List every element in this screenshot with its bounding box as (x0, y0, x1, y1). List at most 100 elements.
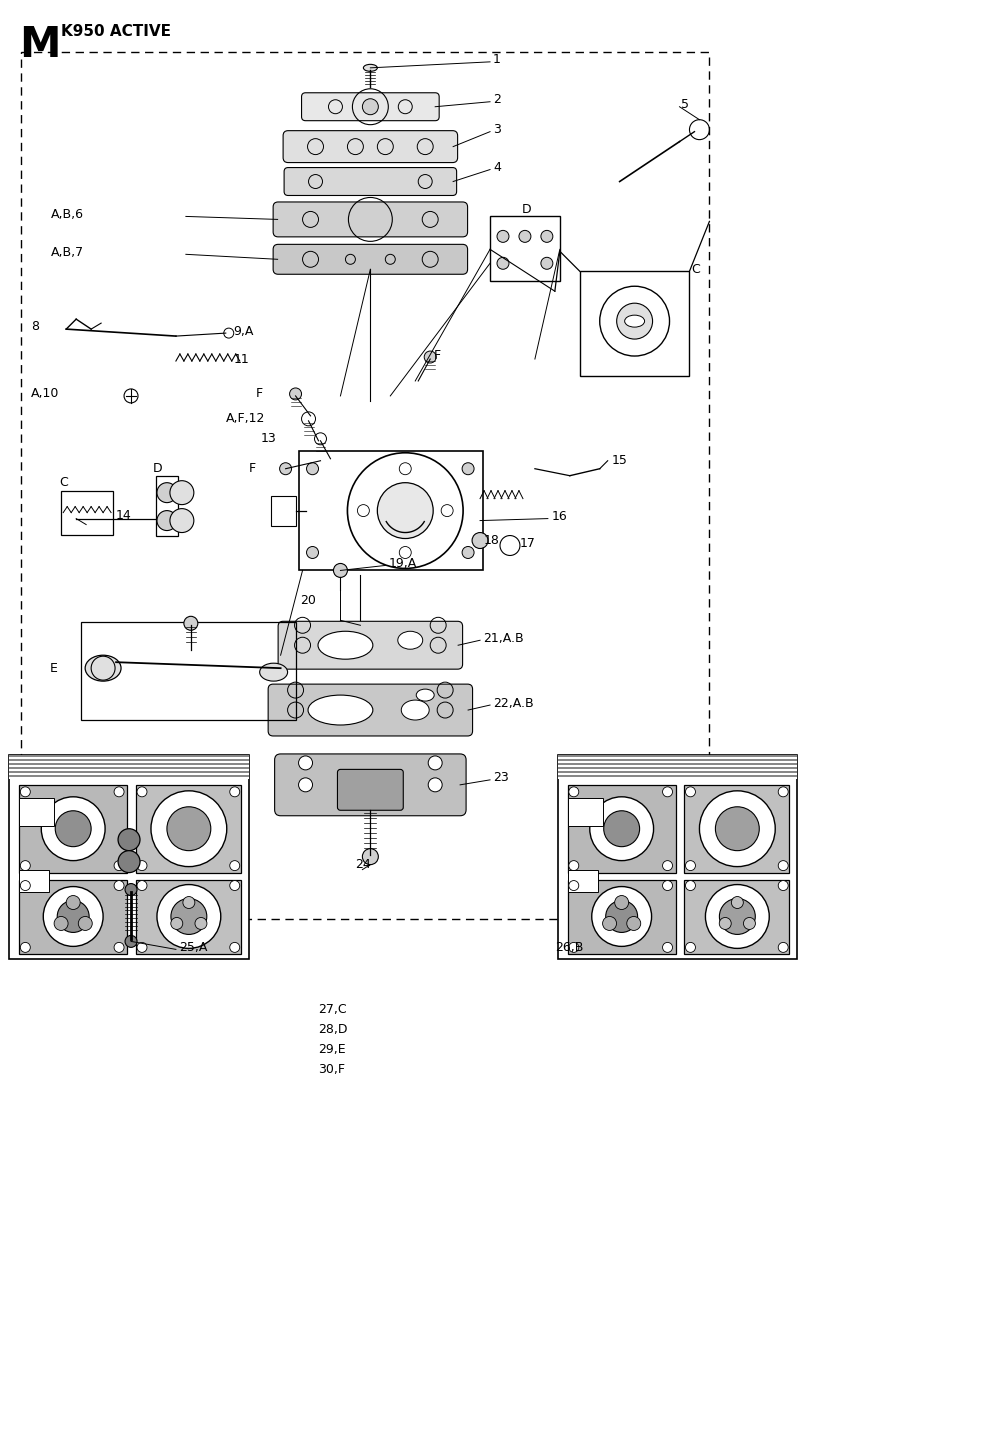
Circle shape (377, 483, 433, 538)
Text: 15: 15 (612, 454, 628, 467)
Text: 26,B: 26,B (555, 941, 583, 954)
Circle shape (603, 917, 617, 930)
Circle shape (715, 806, 759, 851)
Bar (558, 777, 797, 778)
Text: 17: 17 (520, 537, 536, 550)
Bar (19, 870, 49, 892)
Circle shape (778, 787, 788, 797)
Text: 16: 16 (552, 511, 568, 524)
Text: 13: 13 (261, 432, 276, 445)
Text: 14: 14 (116, 509, 132, 522)
Circle shape (541, 230, 553, 243)
Circle shape (151, 792, 227, 867)
Bar (558, 776, 797, 777)
Bar (9, 777, 249, 778)
Bar (21, 52, 709, 920)
Text: E: E (49, 662, 57, 675)
Text: C: C (59, 476, 68, 489)
Ellipse shape (401, 700, 429, 720)
Circle shape (428, 757, 442, 770)
Circle shape (54, 917, 68, 930)
Text: 24: 24 (355, 858, 371, 872)
Bar (558, 771, 797, 773)
Text: A,F,12: A,F,12 (226, 412, 265, 425)
FancyBboxPatch shape (273, 202, 468, 237)
Circle shape (685, 787, 695, 797)
Bar (558, 765, 797, 767)
Bar (9, 767, 249, 768)
Circle shape (338, 778, 352, 792)
Text: 8: 8 (31, 320, 39, 333)
Circle shape (663, 880, 673, 890)
Circle shape (428, 778, 442, 792)
Text: F: F (434, 349, 441, 361)
Circle shape (43, 886, 103, 946)
Bar (9, 771, 249, 773)
Bar (558, 773, 797, 776)
Circle shape (462, 547, 474, 559)
Circle shape (183, 896, 195, 908)
Circle shape (719, 918, 731, 930)
Circle shape (685, 880, 695, 890)
Circle shape (719, 899, 755, 934)
Text: 27,C: 27,C (319, 1002, 347, 1016)
Circle shape (137, 787, 147, 797)
Circle shape (114, 943, 124, 953)
Circle shape (388, 778, 402, 792)
Circle shape (592, 886, 652, 946)
Circle shape (307, 547, 319, 559)
Circle shape (78, 917, 92, 930)
Circle shape (137, 943, 147, 953)
Circle shape (743, 918, 755, 930)
Text: 1: 1 (493, 54, 501, 67)
Bar (299, 451, 483, 570)
Circle shape (299, 757, 313, 770)
Circle shape (124, 388, 138, 403)
Circle shape (685, 860, 695, 870)
Circle shape (731, 896, 743, 908)
Text: K950 ACTIVE: K950 ACTIVE (61, 23, 171, 39)
Circle shape (627, 917, 641, 930)
Circle shape (157, 483, 177, 502)
Circle shape (137, 860, 147, 870)
Circle shape (230, 860, 240, 870)
Bar (558, 761, 797, 762)
Circle shape (114, 787, 124, 797)
Circle shape (280, 463, 292, 474)
Bar (9, 768, 249, 771)
Text: 22,A.B: 22,A.B (493, 697, 534, 710)
Ellipse shape (416, 690, 434, 701)
Circle shape (118, 829, 140, 851)
Text: C: C (691, 263, 700, 276)
Text: 28,D: 28,D (319, 1023, 348, 1036)
Text: A,10: A,10 (31, 387, 60, 400)
Circle shape (362, 99, 378, 115)
Ellipse shape (260, 663, 288, 681)
Bar (19, 880, 127, 954)
Ellipse shape (398, 631, 423, 649)
Circle shape (569, 860, 579, 870)
Text: F: F (256, 387, 263, 400)
Bar (9, 776, 249, 777)
FancyBboxPatch shape (275, 754, 466, 816)
Circle shape (705, 885, 769, 949)
Circle shape (541, 258, 553, 269)
Circle shape (778, 880, 788, 890)
Circle shape (685, 943, 695, 953)
Circle shape (20, 880, 30, 890)
Bar (684, 880, 789, 954)
Circle shape (114, 860, 124, 870)
Text: A,B,7: A,B,7 (51, 246, 84, 259)
Circle shape (778, 943, 788, 953)
Bar (558, 755, 797, 757)
Circle shape (66, 895, 80, 909)
Circle shape (230, 787, 240, 797)
Text: M: M (19, 23, 61, 65)
Circle shape (333, 563, 347, 578)
Text: 11: 11 (234, 352, 249, 365)
Text: D: D (153, 463, 163, 476)
Bar (9, 755, 249, 959)
Bar (19, 797, 54, 826)
Text: 18: 18 (484, 534, 500, 547)
Circle shape (170, 480, 194, 505)
